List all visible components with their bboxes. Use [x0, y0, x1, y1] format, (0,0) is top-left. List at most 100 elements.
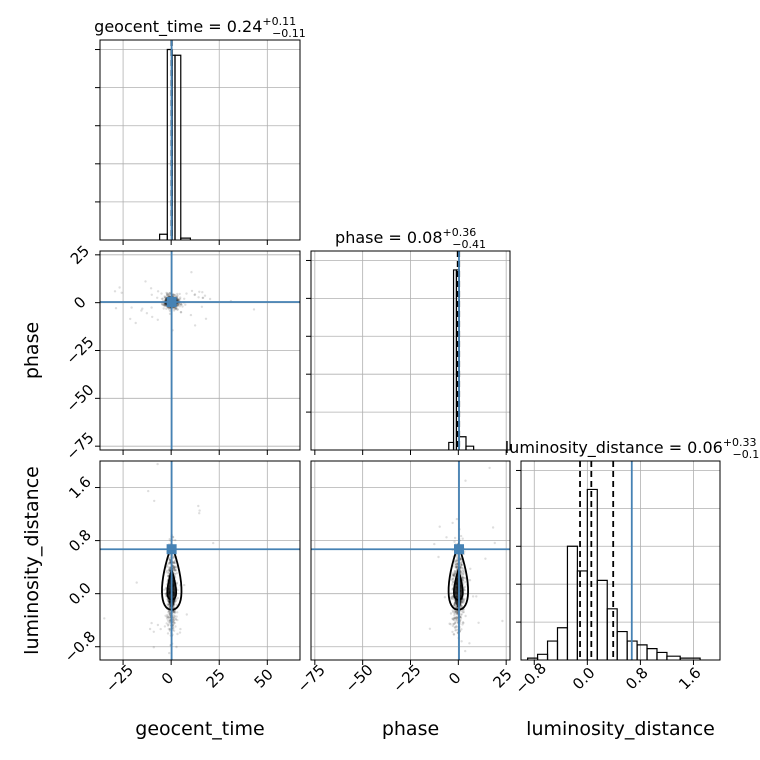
scatter-point: [172, 618, 175, 622]
scatter-point: [176, 588, 179, 592]
scatter-point: [172, 309, 176, 312]
scatter-point: [452, 618, 456, 622]
scatter-point: [156, 318, 159, 321]
scatter-point: [153, 499, 156, 503]
scatter-point: [168, 309, 172, 313]
scatter-point: [451, 581, 455, 584]
scatter-point: [172, 616, 175, 620]
scatter-point: [166, 619, 170, 622]
scatter-point: [152, 630, 155, 633]
scatter-point: [212, 541, 215, 545]
scatter-point: [167, 569, 171, 572]
scatter-point: [114, 307, 118, 310]
xtick-label: 50: [251, 665, 277, 691]
scatter-point: [159, 627, 162, 631]
scatter-point: [463, 576, 467, 580]
scatter-point: [173, 566, 176, 569]
scatter-point: [456, 616, 459, 620]
scatter-point: [173, 614, 176, 617]
scatter-point: [168, 312, 172, 316]
scatter-point: [174, 569, 177, 572]
scatter-point: [163, 302, 166, 305]
scatter-point: [453, 570, 456, 573]
scatter-point: [454, 566, 457, 569]
scatter-point: [464, 585, 467, 588]
scatter-point: [166, 624, 170, 627]
scatter-point: [168, 567, 171, 570]
scatter-point: [453, 614, 456, 617]
scatter-point: [129, 317, 132, 321]
scatter-point: [164, 303, 167, 307]
scatter-point: [454, 571, 457, 574]
scatter-point: [193, 293, 197, 296]
scatter-point: [163, 304, 166, 308]
scatter-point: [168, 558, 172, 561]
scatter-point: [453, 616, 456, 620]
scatter-point: [164, 298, 167, 302]
scatter-point: [456, 618, 459, 621]
scatter-point: [456, 561, 459, 565]
scatter-point: [456, 615, 459, 618]
scatter-point: [193, 324, 197, 327]
scatter-point: [448, 622, 451, 625]
ytick-label: −25: [62, 333, 97, 368]
scatter-point: [173, 611, 177, 614]
scatter-point: [452, 572, 456, 576]
scatter-point: [452, 573, 456, 577]
scatter-point: [164, 296, 167, 299]
ytick-label: −0.8: [61, 627, 99, 665]
scatter-point: [455, 565, 459, 569]
scatter-point: [168, 538, 171, 541]
scatter-point: [461, 577, 465, 580]
scatter-point: [455, 566, 458, 569]
panel-title-plus: +0.36: [443, 226, 477, 239]
scatter-point: [453, 536, 457, 540]
scatter-point: [174, 618, 177, 621]
scatter-point: [445, 536, 448, 539]
scatter-point: [454, 605, 458, 609]
hist-bar: [448, 441, 455, 450]
scatter-point: [459, 534, 463, 538]
scatter-point: [166, 294, 169, 297]
scatter-point: [200, 305, 204, 308]
scatter-point: [198, 290, 201, 293]
scatter-point: [166, 617, 169, 620]
scatter-point: [179, 311, 183, 314]
scatter-point: [451, 588, 454, 591]
scatter-point: [443, 596, 447, 599]
panel-title-plus: +0.33: [723, 436, 757, 449]
scatter-point: [463, 597, 466, 601]
scatter-point: [453, 603, 457, 606]
scatter-point: [452, 618, 455, 621]
scatter-point: [173, 560, 176, 563]
scatter-point: [452, 633, 456, 636]
scatter-point: [172, 567, 175, 571]
scatter-point: [455, 625, 458, 628]
scatter-point: [172, 627, 175, 630]
scatter-point: [176, 618, 179, 622]
scatter-point: [176, 297, 179, 301]
scatter-point: [178, 305, 181, 308]
scatter-point: [461, 598, 464, 601]
xtick-label: 0: [158, 669, 177, 688]
xtick-label: −25: [389, 661, 424, 696]
scatter-point: [168, 292, 171, 295]
scatter-point: [174, 306, 177, 309]
scatter-point: [172, 293, 175, 297]
scatter-point: [460, 563, 464, 566]
xtick-label: 25: [203, 665, 229, 691]
scatter-point: [462, 576, 465, 580]
scatter-point: [438, 525, 441, 528]
scatter-point: [168, 628, 172, 631]
scatter-point: [168, 562, 172, 565]
scatter-point: [178, 297, 182, 301]
scatter-point: [176, 292, 179, 296]
hist-bar: [616, 630, 628, 660]
scatter-point: [428, 627, 432, 630]
scatter-point: [167, 557, 171, 561]
hist-bar: [180, 237, 191, 240]
scatter-point: [173, 308, 176, 311]
scatter-point: [165, 571, 168, 574]
scatter-point: [178, 302, 181, 306]
panel-frame: [520, 460, 721, 661]
